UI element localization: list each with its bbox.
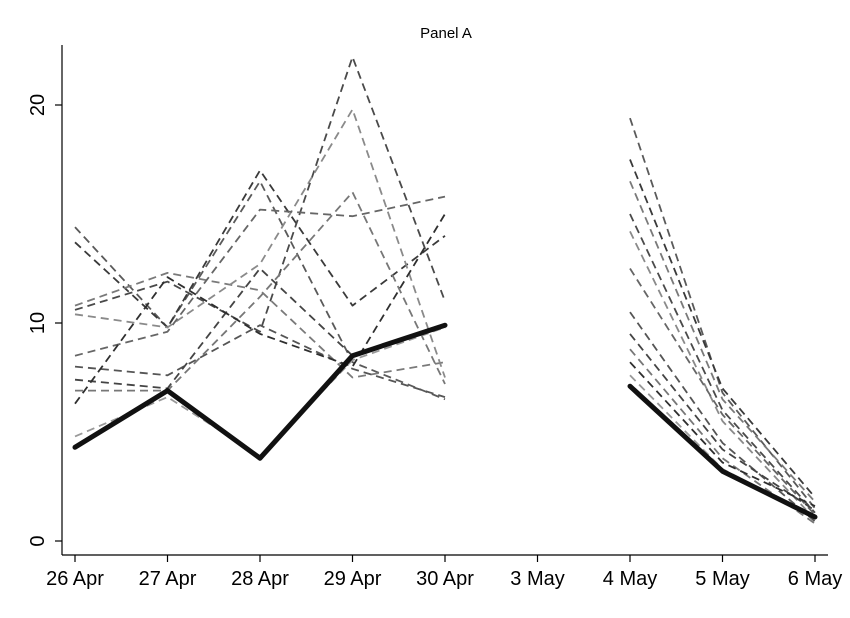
series-line-4	[629, 213, 816, 514]
x-tick-label: 29 Apr	[324, 568, 382, 590]
x-tick-label: 5 May	[695, 568, 749, 590]
highlight-series-line	[72, 322, 448, 461]
x-tick-label: 26 Apr	[46, 568, 104, 590]
series-line-10	[74, 213, 446, 405]
series-line-7	[74, 324, 446, 398]
series-line-9	[629, 348, 816, 525]
series-line-3	[629, 180, 816, 503]
series-line-6	[629, 268, 816, 516]
y-tick-label: 0	[27, 535, 49, 546]
x-tick-label: 4 May	[603, 568, 657, 590]
y-tick-label: 20	[27, 94, 49, 116]
series-line-5	[74, 108, 446, 378]
x-tick-label: 6 May	[788, 568, 842, 590]
series-line-10	[629, 361, 816, 507]
series-line-6	[74, 195, 446, 357]
highlight-layer	[72, 322, 818, 520]
series-line-3	[74, 272, 446, 379]
series-line-2	[629, 159, 816, 498]
x-tick-label: 30 Apr	[416, 568, 474, 590]
series-line-5	[629, 231, 816, 520]
series-line-1	[629, 117, 816, 509]
series-line-8	[629, 333, 816, 512]
series-line-9	[75, 191, 446, 392]
x-tick-label: 28 Apr	[231, 568, 289, 590]
series-line-11	[74, 326, 446, 457]
axes: 0 10 20 26 Apr 27 Apr 28 Apr 29 Apr 30 Apr 3 May…	[27, 45, 842, 590]
series-line-2	[74, 169, 446, 329]
highlight-series-line	[627, 383, 818, 520]
series-line-4	[74, 56, 446, 333]
series-line-7	[629, 311, 816, 523]
chart-title: Panel A	[420, 25, 472, 42]
y-tick-label: 10	[27, 312, 49, 334]
x-tick-label: 3 May	[510, 568, 564, 590]
x-tick-label: 27 Apr	[139, 568, 197, 590]
series-line-11	[629, 374, 816, 518]
